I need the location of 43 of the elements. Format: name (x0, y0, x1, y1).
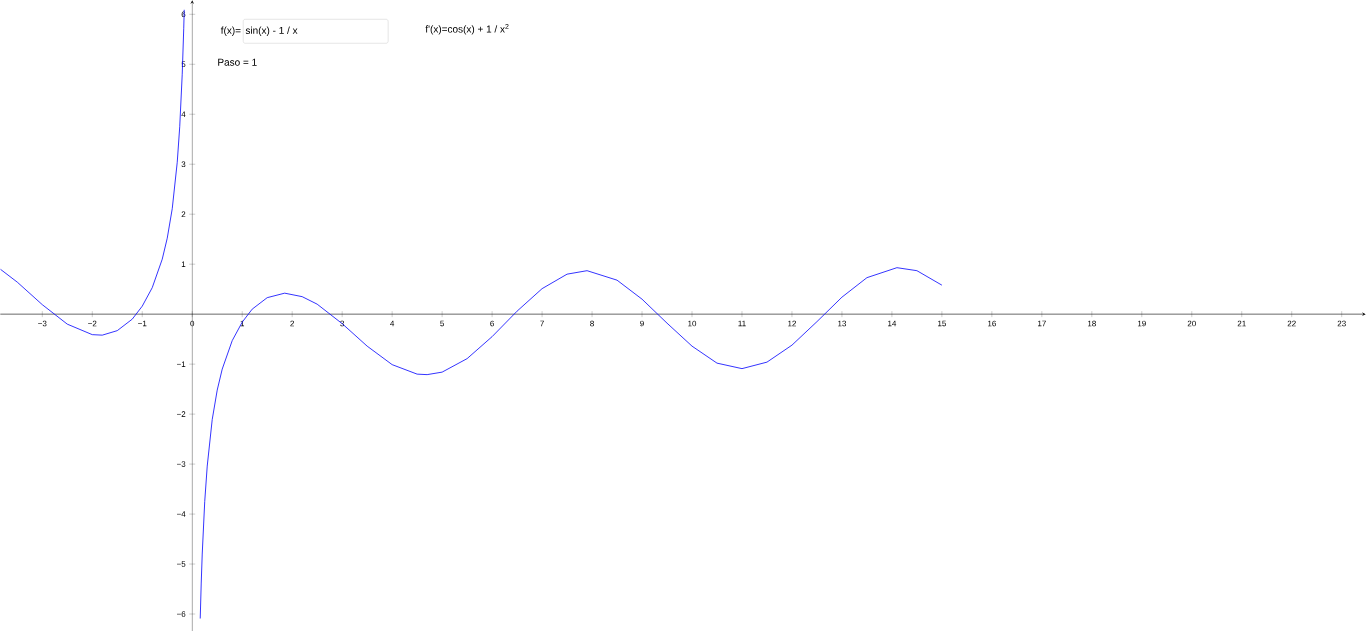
x-tick-label: 19 (1137, 320, 1146, 327)
x-tick-label: 6 (490, 320, 494, 327)
y-tick-label: 6 (181, 11, 186, 17)
x-tick-label: 4 (390, 320, 395, 327)
x-tick-label: 21 (1237, 320, 1246, 327)
x-tick-label: −1 (138, 320, 147, 327)
x-tick-label: 13 (838, 320, 847, 327)
y-tick-label: −5 (176, 561, 186, 567)
x-tick-label: 9 (640, 320, 644, 327)
x-tick-label: 12 (788, 320, 797, 327)
x-tick-label: 8 (590, 320, 594, 327)
x-tick-label: 18 (1087, 320, 1096, 327)
y-tick-label: −2 (176, 411, 186, 417)
x-tick-label: 10 (688, 320, 697, 327)
y-tick-label: 1 (181, 261, 186, 267)
y-tick-label: −1 (176, 361, 186, 367)
x-tick-label: 15 (938, 320, 946, 327)
x-tick-label: 7 (540, 320, 544, 327)
annotation: f'(x)=cos(x) + 1 / x$^{2}$ (425, 23, 509, 35)
x-tick-label: −3 (38, 320, 47, 327)
x-tick-label: 14 (888, 320, 897, 327)
y-tick-label: 4 (181, 111, 186, 117)
y-tick-label: 5 (181, 61, 186, 67)
x-tick-label: 2 (290, 320, 295, 327)
x-tick-label: 0 (190, 320, 195, 327)
x-tick-label: 11 (738, 320, 746, 327)
annotation: f(x)= (220, 26, 241, 36)
y-tick-label: −3 (176, 461, 186, 467)
x-tick-label: 5 (440, 320, 444, 327)
x-tick-label: 3 (340, 320, 345, 327)
y-tick-label: −4 (176, 511, 186, 517)
annotation: Paso = 1 (218, 58, 257, 66)
x-tick-label: 17 (1038, 320, 1046, 327)
x-tick-label: −2 (88, 320, 97, 327)
annotation: sin(x) - 1 / x (245, 26, 298, 36)
x-tick-label: 23 (1337, 320, 1346, 327)
y-tick-label: 3 (181, 161, 186, 167)
x-tick-label: 16 (988, 320, 996, 327)
x-tick-label: 1 (240, 320, 245, 327)
x-tick-label: 20 (1187, 320, 1196, 327)
y-tick-label: 2 (181, 211, 186, 217)
y-tick-label: −6 (176, 611, 186, 617)
x-tick-label: 22 (1287, 320, 1296, 327)
